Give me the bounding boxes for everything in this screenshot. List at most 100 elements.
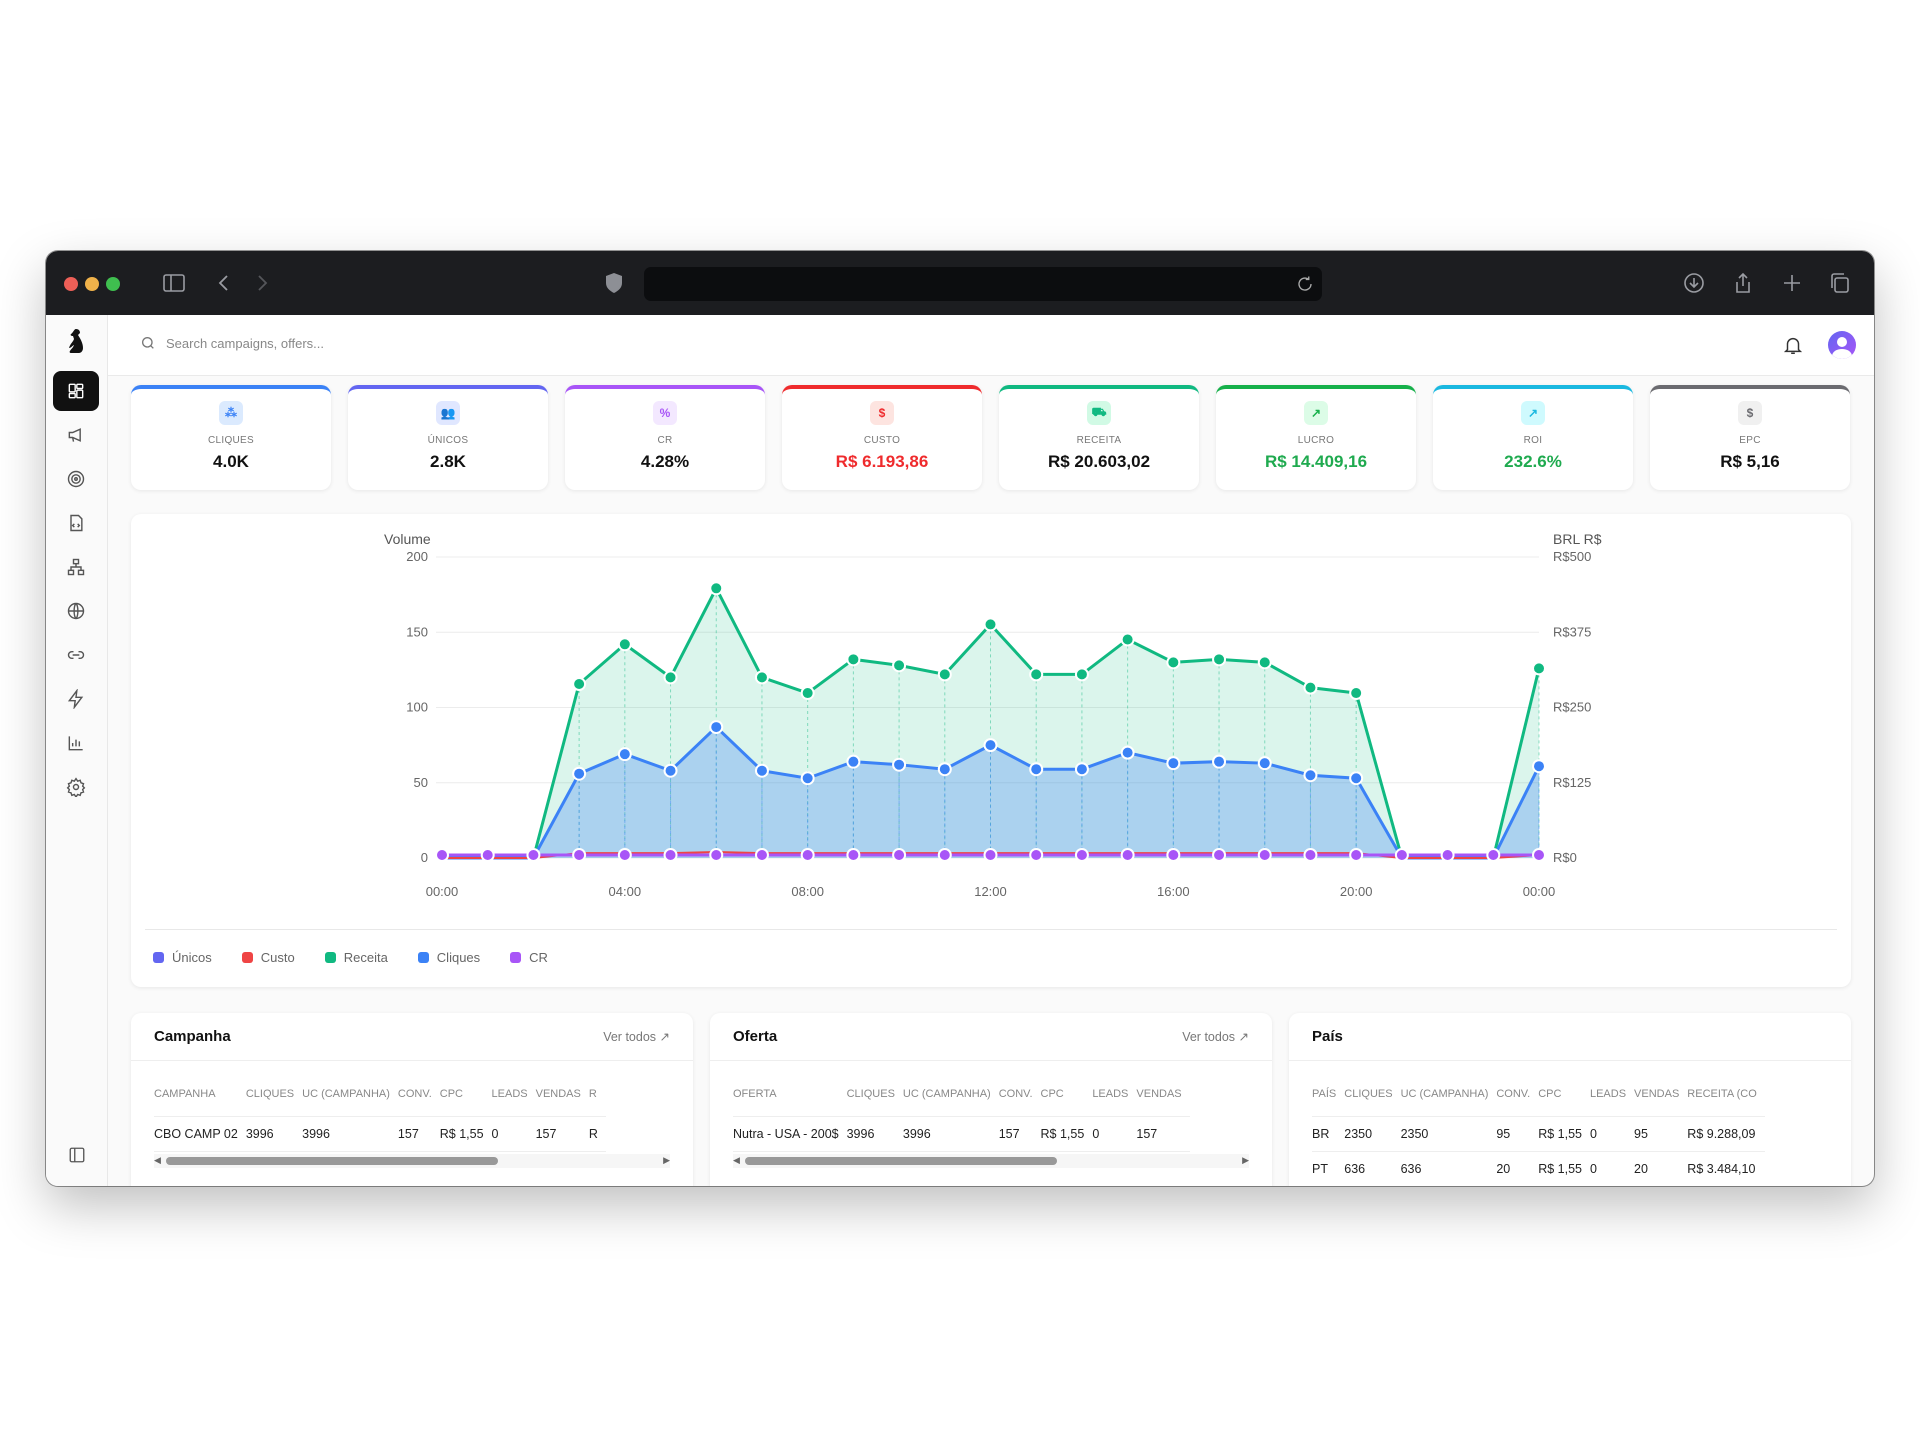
maximize-window-button[interactable]	[106, 277, 120, 291]
data-table: OFERTA CLIQUES UC (CAMPANHA) CONV. CPC LEADS V…	[733, 1073, 1190, 1152]
column-header[interactable]: LEADS	[491, 1073, 536, 1117]
column-header[interactable]: CONV.	[998, 1073, 1041, 1117]
chart-legend: Únicos Custo Receita Cliques CR	[153, 950, 548, 965]
share-icon[interactable]	[1731, 271, 1755, 295]
column-header[interactable]: R	[588, 1073, 606, 1117]
download-icon[interactable]	[1682, 271, 1706, 295]
table-cell: 157	[998, 1116, 1041, 1152]
legend-item-cr[interactable]: CR	[510, 950, 548, 965]
point-cliques	[754, 763, 769, 778]
scroll-left-arrow-icon[interactable]: ◀	[733, 1154, 740, 1165]
column-header[interactable]: LEADS	[1589, 1073, 1635, 1117]
horizontal-scrollbar[interactable]: ◀ ▶	[733, 1153, 1249, 1168]
point-cr	[526, 847, 541, 862]
globe-icon	[67, 602, 85, 620]
search-input[interactable]: Search campaigns, offers...	[140, 335, 324, 351]
table-cell: CBO CAMP 02	[154, 1116, 246, 1152]
table-row[interactable]: PT 636 636 20 R$ 1,55 0 20 R$ 3.484,10	[1312, 1151, 1765, 1186]
table-scroll-area[interactable]: OFERTA CLIQUES UC (CAMPANHA) CONV. CPC LEADS V…	[733, 1073, 1249, 1152]
table-row[interactable]: BR 2350 2350 95 R$ 1,55 0 95 R$ 9.288,09	[1312, 1116, 1765, 1152]
point-cr	[709, 847, 724, 862]
point-receita	[617, 637, 632, 652]
close-window-button[interactable]	[64, 277, 78, 291]
column-header[interactable]: LEADS	[1092, 1073, 1137, 1117]
sidebar-item-megaphone[interactable]	[53, 415, 99, 455]
horizontal-scrollbar[interactable]: ◀ ▶	[154, 1153, 670, 1168]
point-receita	[709, 581, 724, 596]
column-header[interactable]: CLIQUES	[245, 1073, 303, 1117]
legend-item-custo[interactable]: Custo	[241, 950, 295, 965]
table-row[interactable]: Nutra - USA - 200$ 3996 3996 157 R$ 1,55 0 157	[733, 1116, 1190, 1152]
column-header[interactable]: CLIQUES	[1344, 1073, 1401, 1117]
point-cr	[754, 847, 769, 862]
column-header[interactable]: CONV.	[397, 1073, 440, 1117]
dog-logo-icon[interactable]	[64, 327, 90, 357]
legend-item-únicos[interactable]: Únicos	[153, 950, 212, 965]
column-header[interactable]: VENDAS	[535, 1073, 589, 1117]
column-header[interactable]: OFERTA	[733, 1073, 847, 1117]
column-header[interactable]: VENDAS	[1136, 1073, 1190, 1117]
point-cliques	[1349, 771, 1364, 786]
collapse-sidebar-icon[interactable]	[68, 1146, 86, 1164]
sidebar-item-dashboard[interactable]	[53, 371, 99, 411]
column-header[interactable]: CPC	[1040, 1073, 1093, 1117]
scrollbar-thumb[interactable]	[745, 1156, 1057, 1165]
table-cell: R$ 1,55	[1538, 1151, 1590, 1186]
bell-icon[interactable]	[1782, 334, 1804, 356]
sidebar-item-code-file[interactable]	[53, 503, 99, 543]
kpi-label: ROI	[1523, 435, 1543, 446]
column-header[interactable]: CONV.	[1496, 1073, 1539, 1117]
back-icon[interactable]	[212, 271, 236, 295]
sidebar-item-bar-chart[interactable]	[53, 723, 99, 763]
sidebar-item-bolt[interactable]	[53, 679, 99, 719]
scrollbar-thumb[interactable]	[166, 1156, 498, 1165]
column-header[interactable]: CLIQUES	[846, 1073, 903, 1117]
x-tick-label: 12:00	[974, 884, 1007, 899]
x-tick-label: 08:00	[791, 884, 824, 899]
forward-icon[interactable]	[250, 271, 274, 295]
table-cell: 3996	[902, 1116, 999, 1152]
table-cell: Nutra - USA - 200$	[733, 1116, 847, 1152]
reload-icon[interactable]	[1296, 275, 1314, 293]
table-cell: 636	[1400, 1151, 1497, 1186]
point-cr	[1349, 847, 1364, 862]
table-cell: 0	[1589, 1151, 1635, 1186]
column-header[interactable]: UC (CAMPANHA)	[1400, 1073, 1497, 1117]
scroll-left-arrow-icon[interactable]: ◀	[154, 1154, 161, 1165]
column-header[interactable]: UC (CAMPANHA)	[902, 1073, 999, 1117]
sidebar-toggle-icon[interactable]	[162, 271, 186, 295]
table-scroll-area[interactable]: CAMPANHA CLIQUES UC (CAMPANHA) CONV. CPC LEAD…	[154, 1073, 670, 1152]
sidebar-item-gear[interactable]	[53, 767, 99, 807]
table-row[interactable]: CBO CAMP 02 3996 3996 157 R$ 1,55 0 157 R	[154, 1116, 606, 1152]
sidebar-item-link[interactable]	[53, 635, 99, 675]
column-header[interactable]: UC (CAMPANHA)	[302, 1073, 398, 1117]
column-header[interactable]: VENDAS	[1634, 1073, 1688, 1117]
dollar-icon: $	[1738, 401, 1762, 425]
sidebar-item-network[interactable]	[53, 547, 99, 587]
tabs-overview-icon[interactable]	[1828, 271, 1852, 295]
external-link-icon: ↗	[659, 1030, 670, 1044]
point-cr	[1074, 847, 1089, 862]
search-placeholder[interactable]: Search campaigns, offers...	[166, 335, 325, 351]
minimize-window-button[interactable]	[85, 277, 99, 291]
legend-item-cliques[interactable]: Cliques	[417, 950, 480, 965]
scroll-right-arrow-icon[interactable]: ▶	[663, 1154, 670, 1165]
see-all-link[interactable]: Ver todos ↗	[1182, 1029, 1249, 1044]
column-header[interactable]: CPC	[439, 1073, 492, 1117]
legend-item-receita[interactable]: Receita	[324, 950, 388, 965]
sidebar-item-target[interactable]	[53, 459, 99, 499]
point-receita	[892, 658, 907, 673]
new-tab-icon[interactable]	[1780, 271, 1804, 295]
user-avatar[interactable]	[1828, 331, 1856, 359]
see-all-link[interactable]: Ver todos ↗	[603, 1029, 670, 1044]
address-bar[interactable]	[644, 267, 1322, 301]
table-title: Oferta	[733, 1028, 778, 1045]
column-header[interactable]: RECEITA (CO	[1687, 1073, 1765, 1117]
column-header[interactable]: CPC	[1538, 1073, 1590, 1117]
sidebar-item-globe[interactable]	[53, 591, 99, 631]
column-header[interactable]: PAÍS	[1312, 1073, 1345, 1117]
column-header[interactable]: CAMPANHA	[154, 1073, 246, 1117]
table-scroll-area[interactable]: PAÍS CLIQUES UC (CAMPANHA) CONV. CPC LEADS VEN…	[1312, 1073, 1828, 1186]
scroll-right-arrow-icon[interactable]: ▶	[1242, 1154, 1249, 1165]
point-cr	[435, 847, 449, 862]
